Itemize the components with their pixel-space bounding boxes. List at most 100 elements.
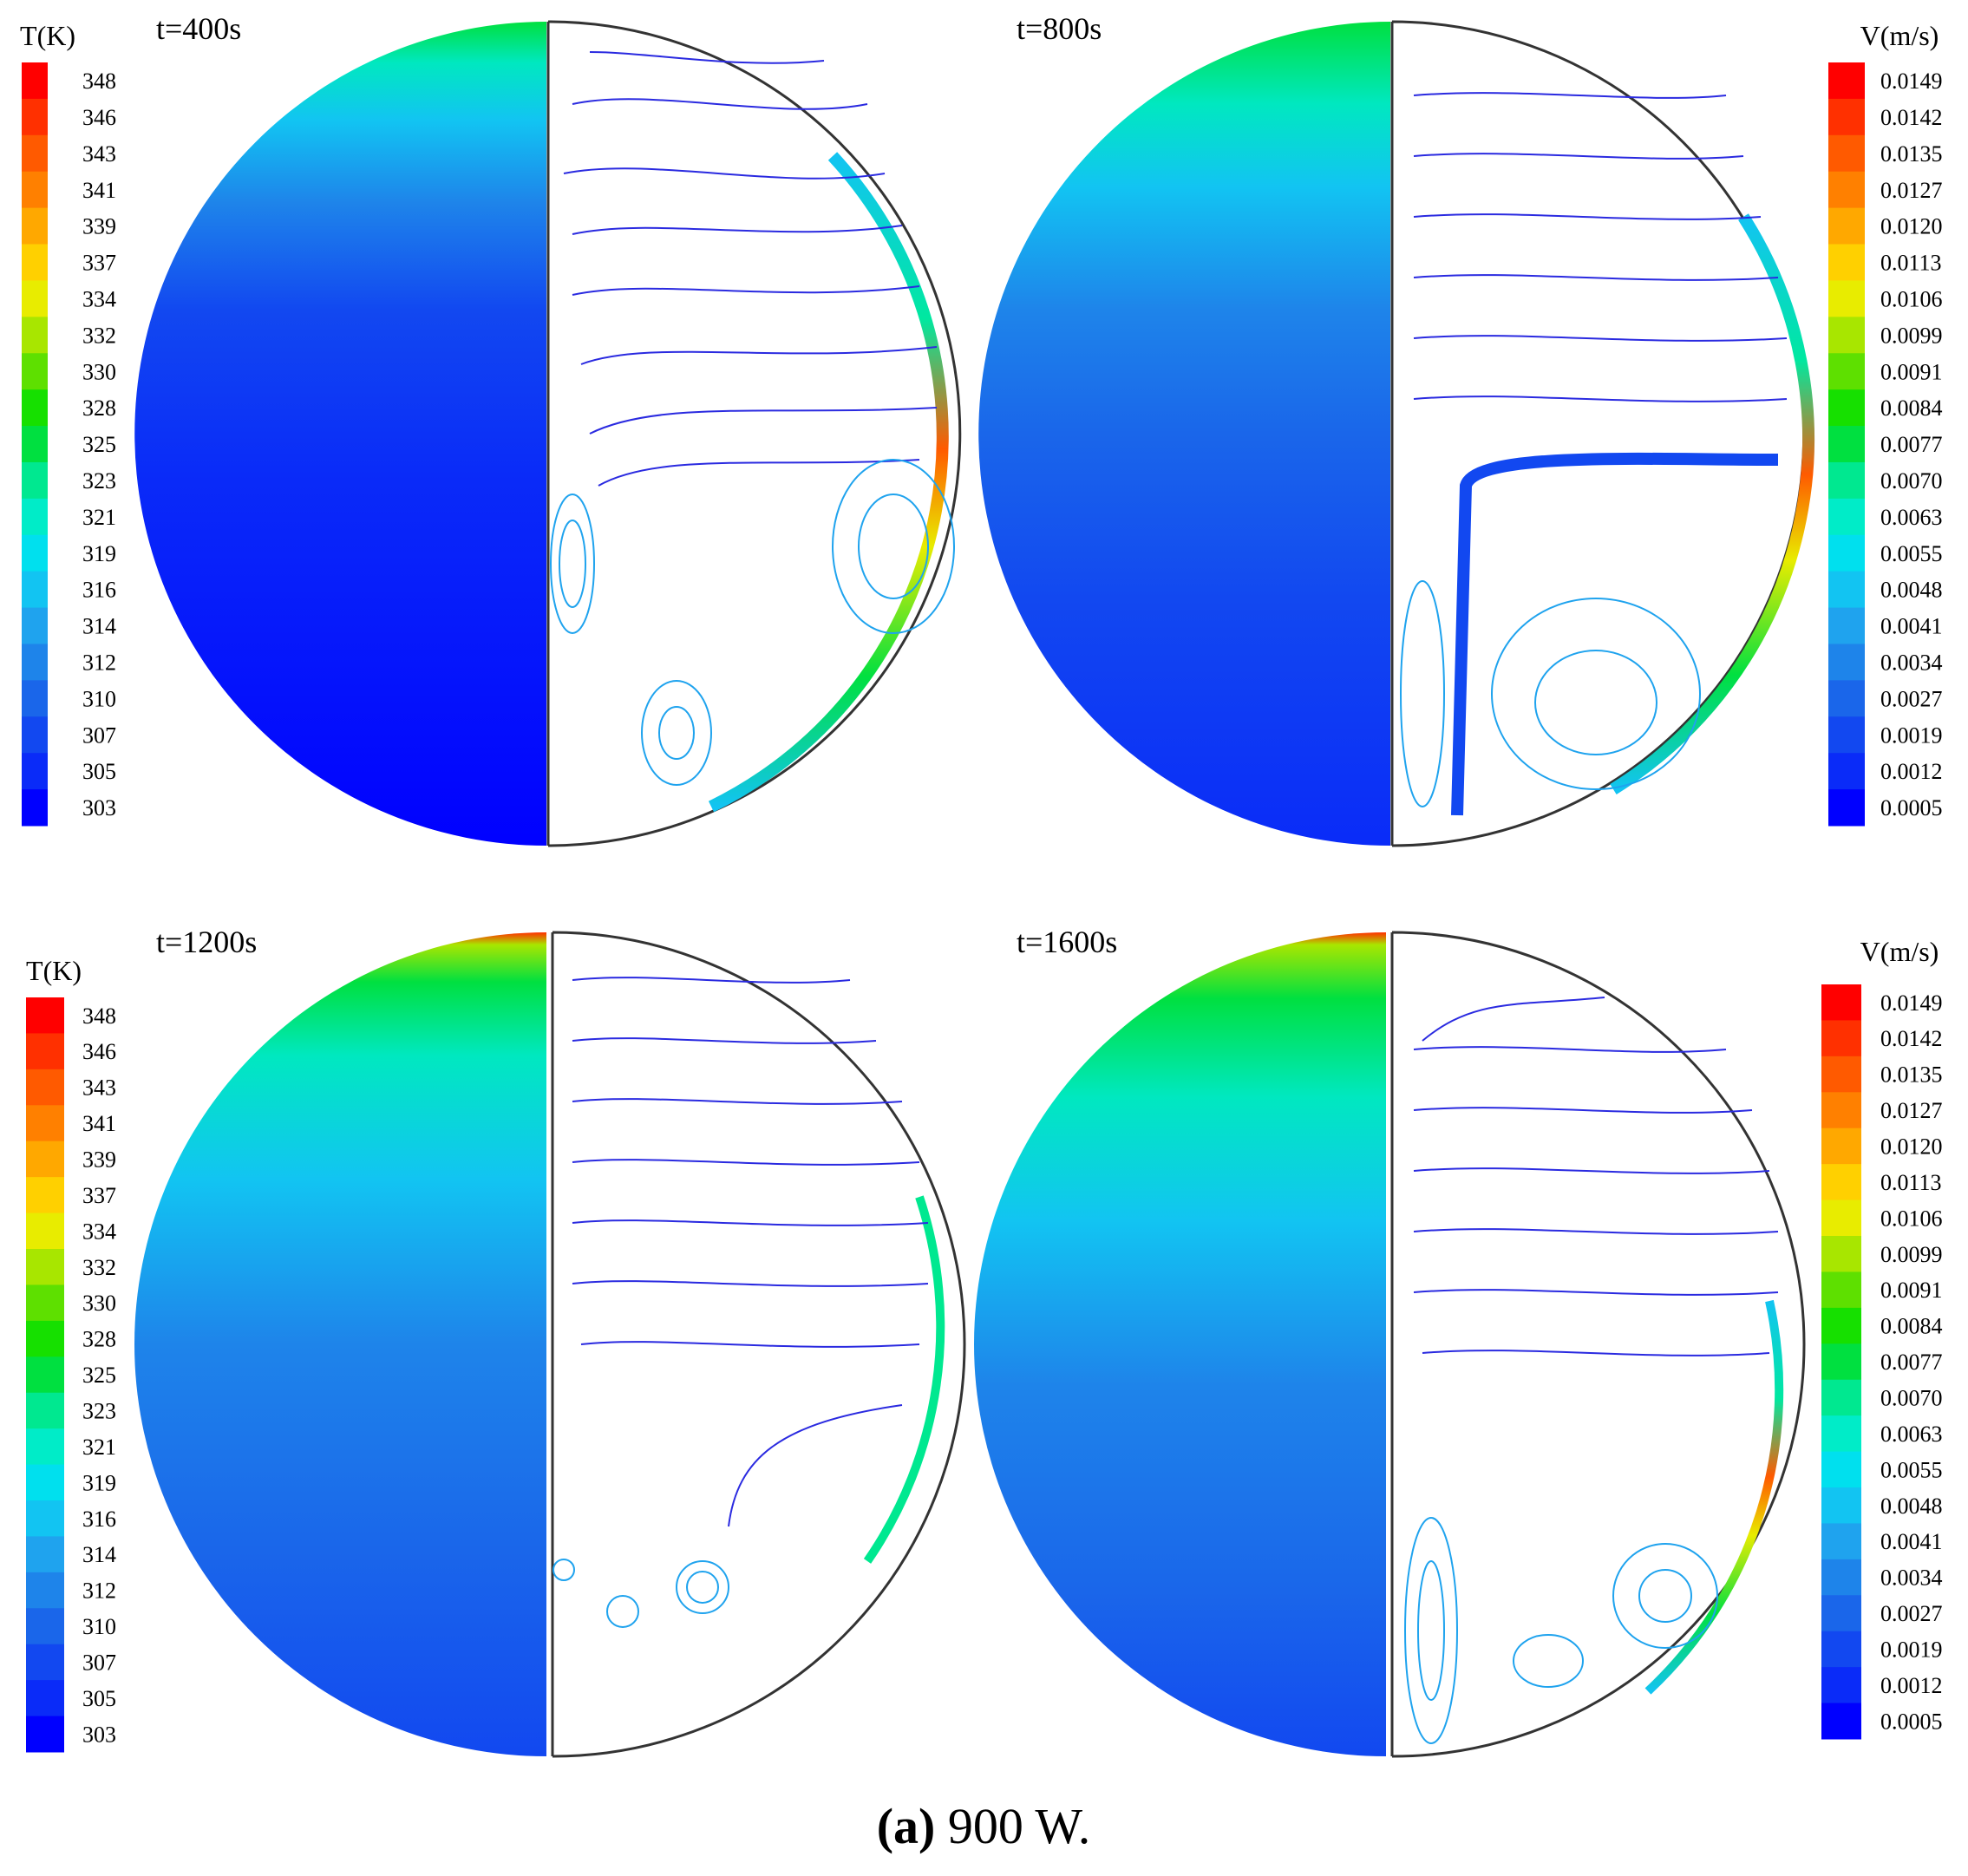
legend-swatch [22,753,48,789]
legend-tick-label: 310 [82,1614,116,1639]
legend-swatch [1828,389,1865,426]
legend-swatch [26,1393,64,1429]
legend-tick-label: 0.0113 [1880,251,1942,276]
legend-tick-label: 0.0142 [1880,105,1943,130]
legend-tick-label: 321 [82,505,116,530]
legend-tick-label: 325 [82,1363,116,1388]
legend-swatch [1821,1667,1861,1703]
legend-swatch [1828,572,1865,608]
legend-tick-label: 0.0055 [1880,541,1943,566]
legend-swatch [1821,1308,1861,1344]
legend-tick-label: 343 [82,1075,116,1101]
legend-tick-label: 0.0041 [1880,1529,1943,1554]
legend-swatch [22,389,48,426]
velocity-legend-top: V(m/s) 0.01490.01420.01350.01270.01200.0… [1828,20,1943,827]
legend-swatch [1821,1415,1861,1452]
legend-swatch [22,680,48,716]
velocity-legend-bottom: V(m/s) 0.01490.01420.01350.01270.01200.0… [1821,936,1943,1740]
legend-swatch [1828,99,1865,135]
time-label: t=800s [1017,11,1102,46]
velocity-legend-swatches [1821,984,1861,1740]
panel-t800: t=800s [974,11,1808,846]
legend-swatch [1821,1487,1861,1524]
legend-tick-label: 0.0142 [1880,1026,1943,1051]
legend-swatch [1821,1164,1861,1200]
legend-swatch [26,1321,64,1357]
legend-swatch [1821,1128,1861,1165]
legend-tick-label: 312 [82,650,116,676]
legend-swatch [26,1465,64,1501]
legend-tick-label: 0.0048 [1880,578,1943,603]
legend-tick-label: 321 [82,1435,116,1460]
time-label: t=400s [156,11,241,46]
temperature-legend-ticks: 348 346 343 341 339 337 334 332 330 328 325 323 321 3… [82,69,116,820]
legend-tick-label: 0.0005 [1880,1709,1943,1734]
legend-tick-label: 0.0099 [1880,1242,1943,1267]
legend-tick-label: 0.0034 [1880,650,1943,676]
legend-tick-label: 0.0120 [1880,1134,1943,1160]
legend-swatch [22,353,48,389]
legend-tick-label: 332 [82,323,116,348]
legend-swatch [1828,62,1865,99]
legend-tick-label: 330 [82,1291,116,1316]
legend-swatch [22,208,48,245]
legend-swatch [22,716,48,753]
legend-swatch [1821,1631,1861,1668]
legend-tick-label: 0.0106 [1880,286,1943,311]
legend-tick-label: 0.0055 [1880,1457,1943,1482]
temperature-legend-swatches [22,62,48,827]
legend-swatch [26,1356,64,1393]
legend-tick-label: 330 [82,359,116,384]
streamline-half-outline [1392,932,1804,1756]
legend-swatch [26,1141,64,1178]
legend-tick-label: 0.0027 [1880,686,1943,711]
legend-tick-label: 0.0113 [1880,1170,1942,1195]
legend-tick-label: 337 [82,1183,116,1208]
legend-swatch [1821,1523,1861,1559]
legend-tick-label: 305 [82,759,116,784]
legend-tick-label: 316 [82,578,116,603]
legend-swatch [26,1680,64,1716]
legend-swatch [1828,426,1865,462]
legend-swatch [1821,1056,1861,1093]
legend-tick-label: 307 [82,722,116,748]
legend-tick-label: 314 [82,614,116,639]
legend-tick-label: 307 [82,1650,116,1676]
legend-swatch [22,572,48,608]
legend-swatch [1821,1595,1861,1631]
panel-t400: t=400s [130,11,960,846]
legend-swatch [1828,280,1865,317]
legend-swatch [22,535,48,572]
legend-swatch [22,317,48,353]
legend-tick-label: 0.0135 [1880,1062,1943,1088]
legend-swatch [26,1033,64,1069]
legend-swatch [26,1716,64,1753]
legend-tick-label: 0.0091 [1880,359,1943,384]
legend-swatch [1821,1092,1861,1128]
legend-swatch [1828,535,1865,572]
velocity-legend-ticks: 0.0149 0.0142 0.0135 0.0127 0.0120 0.0113 0.01… [1880,990,1943,1735]
legend-swatch [1828,789,1865,826]
velocity-legend-ticks: 0.0149 0.0142 0.0135 0.0127 0.0120 0.0113 0.01… [1880,69,1943,820]
legend-tick-label: 0.0099 [1880,323,1943,348]
legend-swatch [1828,680,1865,716]
temperature-legend-ticks: 348 346 343 341 339 337 334 332 330 328 325 323 321 3… [82,1003,116,1748]
legend-tick-label: 339 [82,214,116,239]
panel-t1600: t=1600s [970,925,1804,1756]
legend-tick-label: 0.0070 [1880,1386,1943,1411]
legend-swatch [22,280,48,317]
legend-tick-label: 0.0063 [1880,1422,1943,1447]
legend-tick-label: 0.0012 [1880,759,1943,784]
legend-tick-label: 0.0091 [1880,1278,1943,1303]
legend-swatch [26,1536,64,1572]
legend-swatch [1821,1452,1861,1488]
legend-swatch [1821,1380,1861,1416]
velocity-legend-title: V(m/s) [1860,936,1939,967]
legend-tick-label: 0.0127 [1880,178,1943,203]
legend-swatch [26,1105,64,1141]
legend-tick-label: 310 [82,686,116,711]
legend-tick-label: 0.0034 [1880,1566,1943,1591]
time-label: t=1200s [156,925,257,959]
legend-tick-label: 346 [82,105,116,130]
